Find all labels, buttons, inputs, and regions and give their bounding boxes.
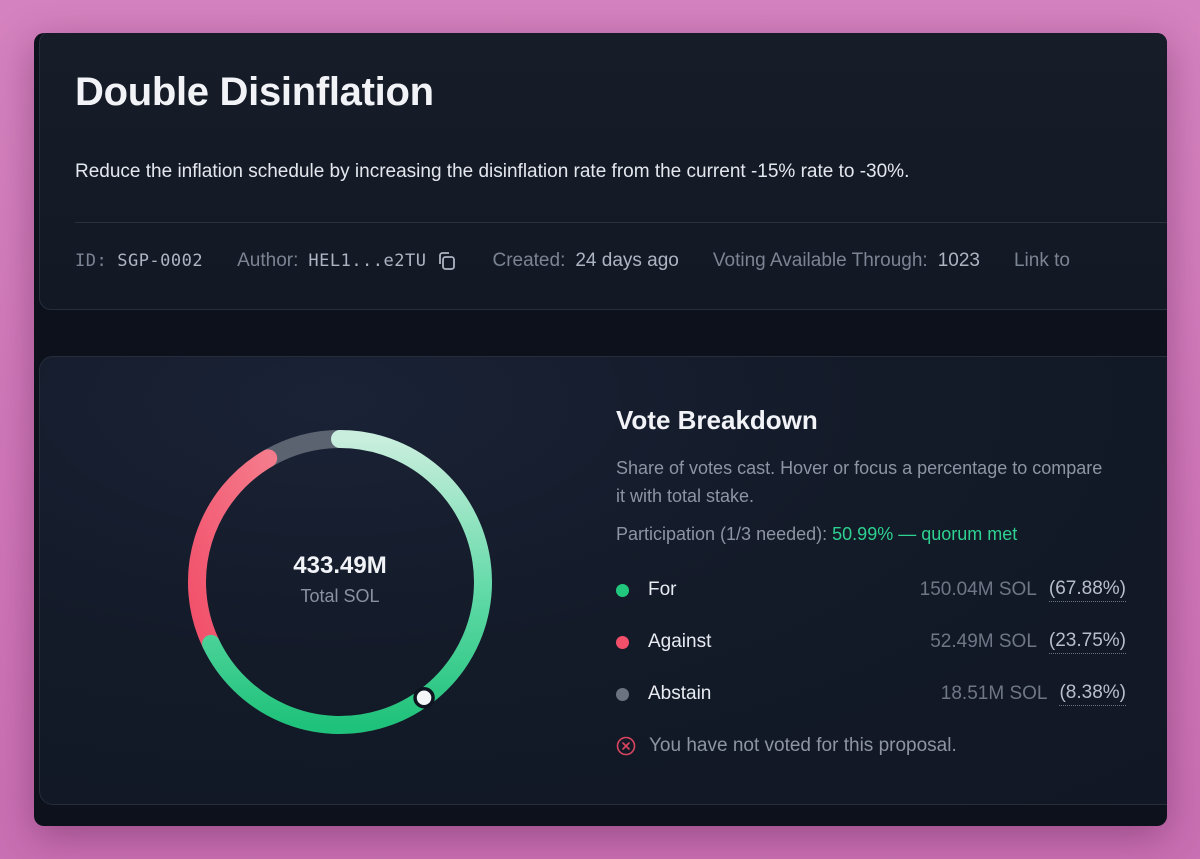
meta-created: Created: 24 days ago bbox=[492, 250, 678, 272]
meta-voting-label: Voting Available Through: bbox=[712, 250, 928, 271]
meta-voting: Voting Available Through: 1023 bbox=[713, 250, 980, 272]
vote-row-against: Against 52.49M SOL (23.75%) bbox=[616, 616, 1126, 668]
meta-created-label: Created: bbox=[492, 250, 566, 271]
meta-created-value: 24 days ago bbox=[575, 250, 679, 271]
donut-segment-abstain bbox=[259, 429, 350, 468]
copy-icon[interactable] bbox=[436, 250, 458, 272]
participation-line: Participation (1/3 needed): 50.99% — quo… bbox=[616, 524, 1126, 545]
vote-amount-against: 52.49M SOL bbox=[930, 631, 1037, 652]
for-dot-icon bbox=[616, 583, 629, 597]
proposal-description: Reduce the inflation schedule by increas… bbox=[75, 161, 910, 182]
vote-amount-abstain: 18.51M SOL bbox=[940, 683, 1048, 704]
vote-breakdown-title: Vote Breakdown bbox=[616, 405, 818, 435]
not-voted-notice: You have not voted for this proposal. bbox=[616, 720, 1126, 772]
vote-name-for: For bbox=[648, 579, 677, 600]
vote-name-abstain: Abstain bbox=[648, 683, 712, 704]
vote-percent-against[interactable]: (23.75%) bbox=[1048, 630, 1126, 654]
meta-id-value: SGP-0002 bbox=[117, 251, 204, 271]
vote-row-abstain: Abstain 18.51M SOL (8.38%) bbox=[616, 668, 1126, 720]
meta-author-value: HEL1...e2TU bbox=[308, 251, 427, 271]
vote-row-for: For 150.04M SOL (67.88%) bbox=[616, 564, 1126, 616]
meta-voting-value: 1023 bbox=[937, 250, 980, 271]
meta-link-label[interactable]: Link to bbox=[1013, 250, 1070, 271]
vote-breakdown-panel: Vote Breakdown Share of votes cast. Hove… bbox=[616, 405, 1126, 772]
vote-amount-for: 150.04M SOL bbox=[919, 579, 1037, 600]
meta-id-label: ID: bbox=[75, 251, 108, 271]
donut-segment-for bbox=[202, 430, 492, 734]
participation-value: 50.99% — quorum met bbox=[832, 524, 1018, 544]
vote-list: For 150.04M SOL (67.88%) Against 52.49M … bbox=[616, 564, 1126, 720]
vote-breakdown-subtitle: Share of votes cast. Hover or focus a pe… bbox=[616, 458, 1103, 506]
against-dot-icon bbox=[616, 635, 629, 649]
proposal-title: Double Disinflation bbox=[75, 70, 434, 114]
participation-label: Participation (1/3 needed): bbox=[616, 524, 828, 544]
not-voted-message: You have not voted for this proposal. bbox=[649, 735, 957, 756]
x-circle-icon bbox=[616, 736, 636, 756]
donut-marker-knob[interactable] bbox=[413, 686, 435, 709]
proposal-header-card: Double Disinflation Reduce the inflation… bbox=[39, 33, 1167, 310]
header-divider bbox=[75, 222, 1167, 223]
donut-segment-against bbox=[188, 449, 278, 653]
vote-percent-for[interactable]: (67.88%) bbox=[1048, 578, 1126, 602]
meta-author: Author: HEL1...e2TU bbox=[237, 250, 458, 272]
meta-id: ID: SGP-0002 bbox=[75, 251, 203, 271]
vote-breakdown-card: 433.49M Total SOL Vote Breakdown Share o… bbox=[39, 356, 1167, 805]
vote-donut-chart bbox=[188, 429, 492, 734]
meta-link[interactable]: Link to bbox=[1014, 250, 1070, 272]
vote-name-against: Against bbox=[648, 631, 712, 652]
proposal-meta-row: ID: SGP-0002 Author: HEL1...e2TU Created… bbox=[75, 248, 1104, 274]
meta-author-label: Author: bbox=[237, 250, 299, 271]
vote-percent-abstain[interactable]: (8.38%) bbox=[1059, 682, 1126, 706]
app-window: Double Disinflation Reduce the inflation… bbox=[34, 33, 1167, 826]
abstain-dot-icon bbox=[616, 687, 629, 701]
